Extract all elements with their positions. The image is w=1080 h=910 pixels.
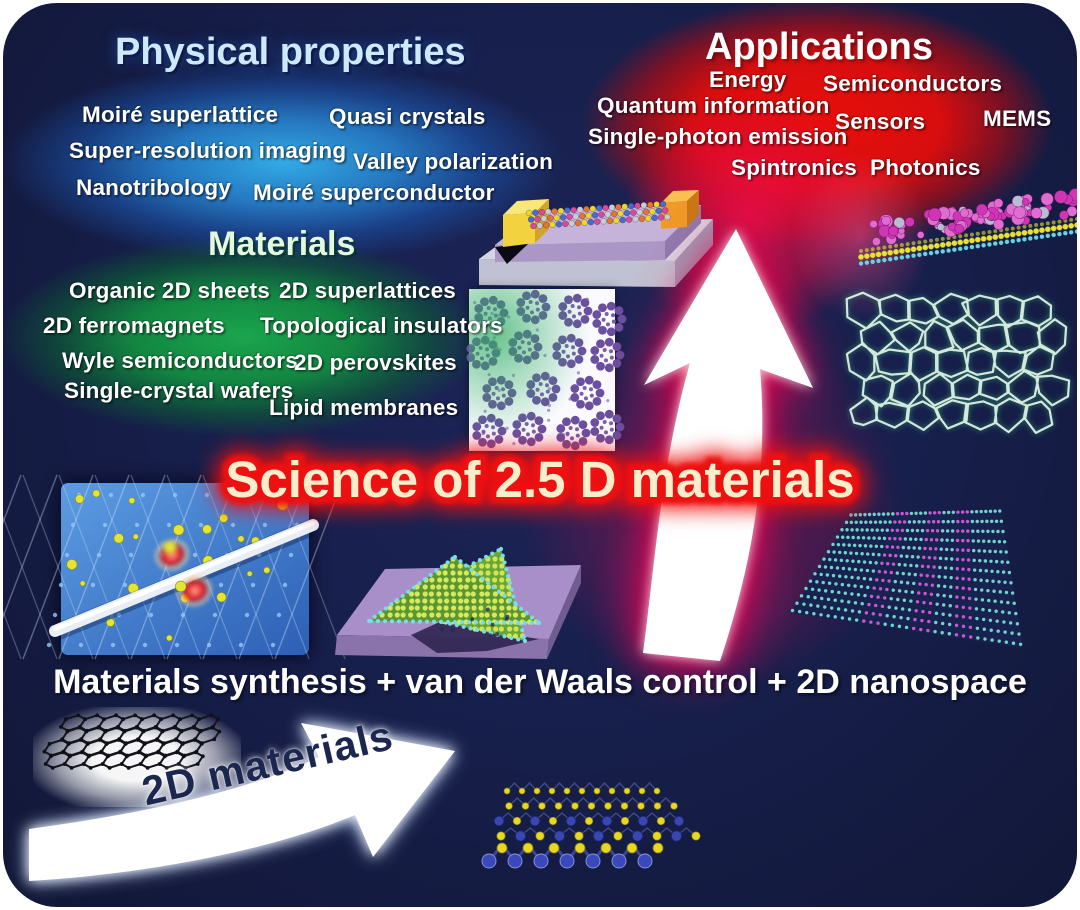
- striped-lattice-illustration: [790, 509, 1023, 648]
- synthesis-equation: Materials synthesis + van der Waals cont…: [53, 663, 1027, 701]
- twisted-flakes: [366, 546, 542, 644]
- amorphous-network-illustration: [845, 291, 1071, 434]
- material-item-single-crystal-wafers: Single-crystal wafers: [64, 378, 294, 403]
- application-item-mems: MEMS: [983, 106, 1052, 131]
- application-item-single-photon: Single-photon emission: [588, 124, 848, 149]
- material-item-topological-insulators: Topological insulators: [260, 313, 503, 338]
- material-item-organic-2d-sheets: Organic 2D sheets: [69, 278, 270, 303]
- twisted-bilayer-illustration: [335, 546, 581, 659]
- physical-item-super-resolution: Super-resolution imaging: [69, 138, 347, 163]
- molecular-layer-illustration: [858, 188, 1077, 266]
- physical-item-valley-polarization: Valley polarization: [353, 149, 554, 174]
- lattice-atoms-front: [92, 489, 289, 642]
- device-illustration: [479, 190, 713, 287]
- application-item-energy: Energy: [709, 67, 787, 92]
- molecular-cluster: [869, 188, 1077, 246]
- physical-properties-heading: Physical properties: [115, 31, 466, 73]
- main-title-text: Science of 2.5 D materials: [225, 451, 855, 508]
- material-item-2d-perovskites: 2D perovskites: [294, 350, 457, 375]
- material-item-lipid-membranes: Lipid membranes: [269, 395, 459, 420]
- crystal-lattice: [481, 781, 701, 869]
- nanotube-lattice-illustration: [3, 474, 346, 660]
- network-mesh: [845, 291, 1071, 434]
- application-item-sensors: Sensors: [835, 109, 926, 134]
- physical-item-quasi-crystals: Quasi crystals: [329, 104, 486, 129]
- materials-heading: Materials: [208, 225, 356, 263]
- physical-item-moire-superlattice: Moiré superlattice: [82, 102, 279, 127]
- figure-canvas: Physical properties Moiré superlattice Q…: [3, 3, 1077, 907]
- application-item-semiconductors: Semiconductors: [823, 71, 1003, 96]
- application-item-photonics: Photonics: [870, 155, 981, 180]
- applications-heading: Applications: [705, 26, 934, 68]
- physical-item-nanotribology: Nanotribology: [76, 175, 232, 200]
- material-item-wyle-semiconductors: Wyle semiconductors: [62, 348, 298, 373]
- application-item-quantum-information: Quantum information: [597, 93, 830, 118]
- material-item-2d-superlattices: 2D superlattices: [279, 278, 457, 303]
- striped-lattice-dots: [790, 509, 1023, 647]
- main-title: Science of 2.5 D materials Science of 2.…: [212, 438, 867, 521]
- physical-item-moire-superconductor: Moiré superconductor: [253, 180, 495, 205]
- emission-site: [155, 539, 212, 606]
- application-item-spintronics: Spintronics: [731, 155, 857, 180]
- tmd-crystal-illustration: [481, 781, 701, 869]
- material-item-2d-ferromagnets: 2D ferromagnets: [43, 313, 225, 338]
